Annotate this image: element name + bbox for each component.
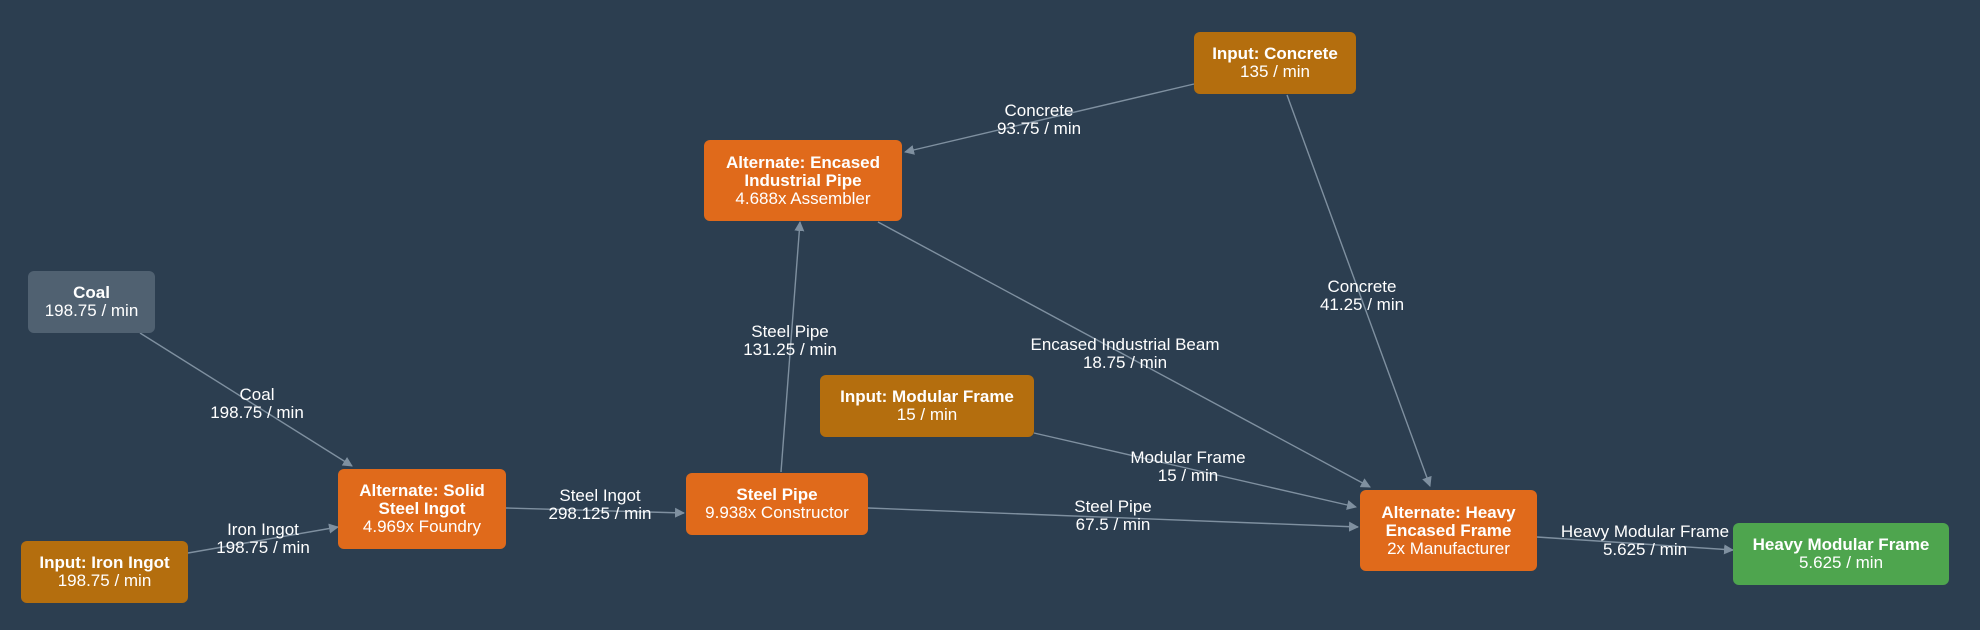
edge-label-rate: 15 / min [1157, 466, 1219, 485]
edge-label-item: Heavy Modular Frame [1560, 522, 1730, 541]
edge-label-coal: Coal 198.75 / min [210, 386, 304, 422]
edge-iron-ingot-to-steel-ingot [187, 523, 339, 554]
edge-label-concrete-right: Concrete 41.25 / min [1320, 278, 1404, 314]
edge-label-rate: 18.75 / min [1082, 353, 1168, 372]
edge-steel-ingot-to-steel-pipe [505, 507, 685, 518]
edge-label-item: Iron Ingot [227, 520, 299, 539]
edge-label-item: Steel Pipe [1074, 497, 1152, 516]
edge-coal-to-steel-ingot [139, 332, 353, 467]
edge-label-item: Coal [239, 385, 275, 404]
edge-label-item: Steel Ingot [559, 486, 641, 505]
node-machine: 4.688x Assembler [735, 188, 871, 208]
node-steel-pipe[interactable]: Steel Pipe 9.938x Constructor [686, 473, 868, 535]
node-heavy-modular-frame[interactable]: Heavy Modular Frame 5.625 / min [1733, 523, 1949, 585]
node-encased-industrial-pipe[interactable]: Alternate: Encased Industrial Pipe 4.688… [704, 140, 902, 221]
edge-label-rate: 198.75 / min [216, 538, 310, 557]
edge-label-steel-ingot: Steel Ingot 298.125 / min [548, 487, 651, 523]
node-rate: 135 / min [1240, 62, 1310, 81]
node-rate: 198.75 / min [44, 301, 139, 320]
edge-label-modular-frame: Modular Frame 15 / min [1130, 449, 1245, 485]
node-coal[interactable]: Coal 198.75 / min [28, 271, 155, 333]
node-machine: 9.938x Constructor [705, 503, 849, 522]
edge-label-item: Modular Frame [1130, 448, 1246, 467]
edge-label-item: Concrete [1327, 277, 1397, 296]
edge-label-rate: 198.75 / min [210, 403, 304, 422]
edge-label-item: Encased Industrial Beam [1030, 335, 1220, 354]
edge-steel-pipe-to-encased-pipe [780, 221, 805, 473]
edge-label-rate: 131.25 / min [743, 340, 837, 359]
edge-steel-pipe-to-heavy-frame [867, 507, 1359, 532]
edge-concrete-to-heavy-frame [1286, 94, 1432, 487]
node-rate: 198.75 / min [57, 571, 152, 590]
edge-label-rate: 41.25 / min [1319, 295, 1405, 314]
edge-label-heavy-modular-frame: Heavy Modular Frame 5.625 / min [1561, 523, 1729, 559]
edge-label-iron-ingot: Iron Ingot 198.75 / min [216, 521, 310, 557]
node-input-iron-ingot[interactable]: Input: Iron Ingot 198.75 / min [21, 541, 188, 603]
edge-label-concrete-left: Concrete 93.75 / min [997, 102, 1081, 138]
edge-label-encased-beam: Encased Industrial Beam 18.75 / min [1031, 336, 1220, 372]
node-title: Alternate: Encased Industrial Pipe [726, 152, 880, 190]
node-input-concrete[interactable]: Input: Concrete 135 / min [1194, 32, 1356, 94]
node-title: Steel Pipe [736, 485, 818, 504]
edge-label-item: Concrete [1004, 101, 1074, 120]
edge-heavy-frame-to-output [1536, 536, 1734, 555]
edge-label-rate: 298.125 / min [548, 504, 652, 523]
edge-label-rate: 5.625 / min [1602, 540, 1688, 559]
node-title: Input: Iron Ingot [39, 553, 170, 572]
edge-label-rate: 93.75 / min [996, 119, 1082, 138]
edge-label-rate: 67.5 / min [1075, 515, 1151, 534]
edge-concrete-to-encased-pipe [904, 83, 1195, 155]
edge-label-item: Steel Pipe [751, 322, 829, 341]
node-input-modular-frame[interactable]: Input: Modular Frame 15 / min [820, 375, 1034, 437]
node-rate: 15 / min [896, 405, 958, 424]
node-title: Coal [73, 283, 110, 302]
node-title: Input: Modular Frame [840, 387, 1014, 406]
edge-label-steel-pipe-up: Steel Pipe 131.25 / min [743, 323, 837, 359]
node-solid-steel-ingot[interactable]: Alternate: Solid Steel Ingot 4.969x Foun… [338, 469, 506, 549]
node-heavy-encased-frame[interactable]: Alternate: Heavy Encased Frame 2x Manufa… [1360, 490, 1537, 571]
node-title: Alternate: Heavy Encased Frame [1381, 502, 1516, 540]
node-machine: 2x Manufacturer [1387, 538, 1510, 558]
node-rate: 5.625 / min [1798, 553, 1884, 572]
edge-label-steel-pipe-right: Steel Pipe 67.5 / min [1074, 498, 1152, 534]
edge-encased-pipe-to-heavy-frame [877, 221, 1371, 488]
node-machine: 4.969x Foundry [362, 517, 482, 536]
node-title: Alternate: Solid Steel Ingot [359, 481, 485, 518]
edge-modular-frame-to-heavy-frame [1033, 432, 1357, 510]
node-title: Input: Concrete [1212, 44, 1338, 63]
node-title: Heavy Modular Frame [1752, 535, 1930, 554]
